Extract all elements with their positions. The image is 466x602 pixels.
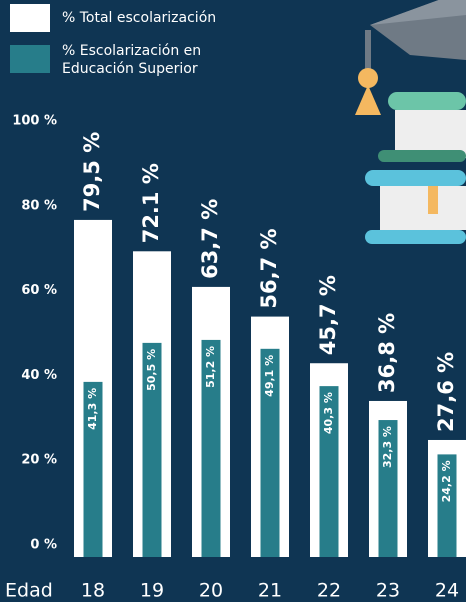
legend-swatch: [10, 45, 50, 73]
legend-item: % Escolarización en Educación Superior: [10, 42, 227, 78]
illustration: [355, 0, 466, 244]
legend-item: % Total escolarización: [10, 4, 227, 32]
bar: [142, 342, 162, 557]
bar: [260, 348, 280, 557]
x-tick-label: 18: [81, 580, 105, 602]
value-label: 49,1 %: [263, 355, 276, 397]
y-tick-label: 60 %: [21, 283, 57, 298]
bar: [83, 381, 103, 557]
legend-swatch: [10, 4, 50, 32]
y-tick-label: 40 %: [21, 368, 57, 383]
bar: [437, 454, 457, 557]
value-label: 36,8 %: [375, 313, 399, 393]
value-label: 45,7 %: [316, 275, 340, 355]
bar: [319, 386, 339, 557]
x-tick-label: 21: [258, 580, 282, 602]
value-label: 41,3 %: [86, 388, 99, 430]
bar: [378, 420, 398, 557]
value-label: 63,7 %: [198, 199, 222, 279]
legend-label: % Total escolarización: [62, 10, 217, 26]
value-label: 27,6 %: [434, 352, 458, 432]
x-tick-label: 22: [317, 580, 341, 602]
value-label: 32,3 %: [381, 426, 394, 468]
value-label: 72.1 %: [139, 163, 163, 243]
value-label: 79,5 %: [80, 132, 104, 212]
x-tick-label: 19: [140, 580, 164, 602]
y-tick-label: 20 %: [21, 453, 57, 468]
y-tick-label: 80 %: [21, 198, 57, 213]
value-label: 51,2 %: [204, 346, 217, 388]
legend-label: % Escolarización en Educación Superior: [62, 43, 202, 77]
y-tick-label: 100 %: [12, 114, 57, 129]
x-tick-label: 20: [199, 580, 223, 602]
x-axis-label: Edad: [5, 580, 53, 602]
value-label: 40,3 %: [322, 392, 335, 434]
value-label: 56,7 %: [257, 228, 281, 308]
x-tick-label: 23: [376, 580, 400, 602]
y-tick-label: 0 %: [30, 538, 57, 553]
value-label: 24,2 %: [440, 460, 453, 502]
value-label: 50,5 %: [145, 349, 158, 391]
bar: [201, 339, 221, 557]
x-tick-label: 24: [435, 580, 459, 602]
